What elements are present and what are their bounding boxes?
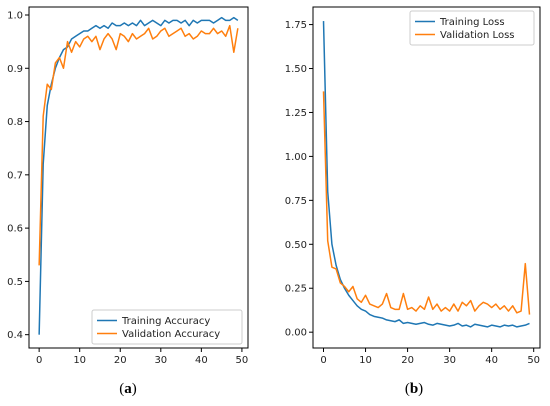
y-tick-label: 0.6 xyxy=(7,224,23,235)
series-line-validation-accuracy xyxy=(38,24,239,266)
y-tick-label: 0.00 xyxy=(285,328,307,339)
series-line-validation-loss xyxy=(322,91,531,315)
x-tick-label: 40 xyxy=(195,355,208,366)
y-tick-label: 1.25 xyxy=(285,108,307,119)
y-tick-label: 1.0 xyxy=(7,10,23,21)
y-tick-label: 1.50 xyxy=(285,64,307,75)
y-tick-label: 1.00 xyxy=(285,152,307,163)
legend: Training Accuracy Validation Accuracy xyxy=(91,309,243,345)
x-axis-ticks: 0 10 20 30 40 50 xyxy=(320,348,540,366)
legend-box xyxy=(409,10,535,46)
y-tick-label: 0.5 xyxy=(7,277,23,288)
y-tick-label: 0.75 xyxy=(285,196,307,207)
x-tick-label: 0 xyxy=(36,355,42,366)
chart-panel-a: 0.4 0.5 0.6 0.7 0.8 0.9 1.0 0 10 20 30 40 50 Traini… xyxy=(7,6,249,397)
y-tick-label: 1.75 xyxy=(285,20,307,31)
plot-area xyxy=(312,6,541,349)
y-tick-label: 0.50 xyxy=(285,240,307,251)
x-tick-label: 10 xyxy=(73,355,86,366)
y-axis-ticks: 0.4 0.5 0.6 0.7 0.8 0.9 1.0 xyxy=(7,10,29,341)
x-tick-label: 10 xyxy=(359,355,372,366)
x-tick-label: 50 xyxy=(236,355,249,366)
x-tick-label: 30 xyxy=(443,355,456,366)
y-tick-label: 0.25 xyxy=(285,284,307,295)
legend-label: Training Accuracy xyxy=(121,316,210,327)
legend: Training Loss Validation Loss xyxy=(409,10,535,46)
x-tick-label: 20 xyxy=(401,355,414,366)
chart-panel-b: 0.00 0.25 0.50 0.75 1.00 1.25 1.50 1.75 0 10 20 30… xyxy=(285,6,541,397)
x-axis-ticks: 0 10 20 30 40 50 xyxy=(36,348,248,366)
y-tick-label: 0.7 xyxy=(7,170,23,181)
legend-label: Validation Loss xyxy=(440,30,515,41)
series-layer xyxy=(38,16,239,335)
y-tick-label: 0.8 xyxy=(7,117,23,128)
panel-caption: (b) xyxy=(405,381,423,397)
plot-area xyxy=(28,6,249,349)
series-layer xyxy=(322,21,531,328)
x-tick-label: 0 xyxy=(320,355,326,366)
legend-label: Training Loss xyxy=(439,17,505,28)
y-tick-label: 0.9 xyxy=(7,64,23,75)
panel-caption: (a) xyxy=(119,381,137,397)
legend-box xyxy=(91,309,243,345)
axes-frame xyxy=(312,6,541,349)
series-line-training-loss xyxy=(322,21,530,328)
legend-label: Validation Accuracy xyxy=(122,329,220,340)
x-tick-label: 40 xyxy=(485,355,498,366)
y-axis-ticks: 0.00 0.25 0.50 0.75 1.00 1.25 1.50 1.75 xyxy=(285,20,313,339)
axes-frame xyxy=(28,6,249,349)
x-tick-label: 50 xyxy=(527,355,540,366)
x-tick-label: 30 xyxy=(154,355,167,366)
y-tick-label: 0.4 xyxy=(7,330,23,341)
x-tick-label: 20 xyxy=(114,355,127,366)
series-line-training-accuracy xyxy=(38,16,239,335)
